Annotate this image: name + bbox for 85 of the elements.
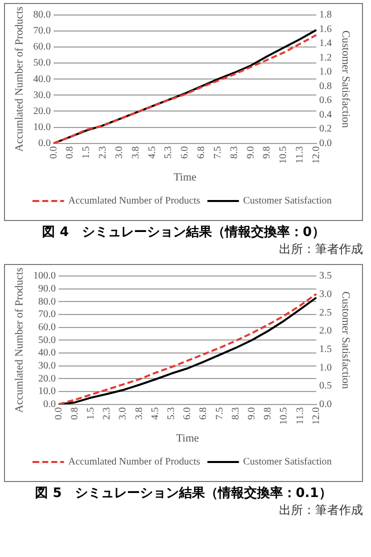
x-tick-label: 8.3 bbox=[228, 146, 240, 159]
x-tick-label: 0.0 bbox=[53, 407, 64, 420]
y2-tick-label: 1.2 bbox=[319, 52, 332, 64]
x-tick-label: 4.5 bbox=[146, 146, 158, 159]
x-tick-label: 12.0 bbox=[310, 407, 322, 425]
y-tick-label: 30.0 bbox=[38, 360, 56, 372]
y2-tick-label: 1.6 bbox=[319, 24, 332, 35]
legend-label: Customer Satisfaction bbox=[243, 196, 332, 207]
y-tick-label: 50.0 bbox=[33, 58, 51, 69]
y2-tick-label: 1.0 bbox=[319, 362, 332, 374]
x-tick-label: 9.0 bbox=[246, 407, 258, 420]
y-tick-label: 20.0 bbox=[38, 373, 56, 384]
y-tick-label: 50.0 bbox=[38, 334, 56, 346]
y2-tick-label: 1.0 bbox=[319, 66, 332, 78]
y2-tick-label: 0.4 bbox=[319, 109, 332, 120]
y-axis-title: Accumlated Number of Products bbox=[13, 268, 26, 413]
y-tick-label: 30.0 bbox=[33, 90, 51, 101]
x-tick-label: 0.8 bbox=[64, 146, 76, 159]
y-tick-label: 100.0 bbox=[33, 270, 56, 282]
x-tick-label: 7.5 bbox=[212, 146, 224, 159]
x-tick-label: 11.3 bbox=[294, 146, 306, 164]
y-tick-label: 40.0 bbox=[33, 74, 51, 85]
x-tick-label: 9.8 bbox=[262, 407, 274, 420]
y2-tick-label: 2.0 bbox=[319, 326, 332, 337]
y2-tick-label: 1.8 bbox=[319, 10, 332, 21]
x-tick-label: 1.5 bbox=[86, 407, 97, 420]
y2-tick-label: 1.4 bbox=[319, 38, 332, 50]
x-tick-label: 10.5 bbox=[278, 407, 290, 425]
y2-tick-label: 0.0 bbox=[319, 398, 332, 410]
y-tick-label: 60.0 bbox=[38, 322, 56, 333]
y-tick-label: 10.0 bbox=[33, 122, 51, 133]
x-tick-label: 7.5 bbox=[214, 407, 226, 420]
x-tick-label: 2.3 bbox=[102, 407, 113, 420]
x-tick-label: 6.0 bbox=[182, 407, 194, 420]
y-tick-label: 20.0 bbox=[33, 106, 51, 117]
x-tick-label: 12.0 bbox=[310, 146, 322, 164]
x-tick-label: 11.3 bbox=[294, 407, 306, 424]
x-tick-label: 5.3 bbox=[166, 407, 178, 420]
x-tick-label: 6.8 bbox=[196, 146, 208, 159]
x-tick-label: 0.8 bbox=[69, 407, 80, 420]
x-tick-label: 3.0 bbox=[118, 407, 129, 420]
y2-tick-label: 2.5 bbox=[319, 307, 332, 318]
y-tick-label: 80.0 bbox=[33, 10, 51, 21]
y-tick-label: 70.0 bbox=[38, 309, 56, 320]
text: 図 5 シミュレーション結果（情報交換率：0.1） bbox=[34, 484, 333, 502]
x-tick-label: 6.8 bbox=[198, 407, 210, 420]
x-tick-label: 2.3 bbox=[98, 146, 109, 159]
y2-tick-label: 3.5 bbox=[319, 270, 332, 282]
y2-tick-label: 1.5 bbox=[319, 344, 332, 355]
x-tick-label: 3.0 bbox=[114, 146, 125, 159]
x-tick-label: 3.8 bbox=[130, 146, 142, 159]
y2-tick-label: 0.0 bbox=[319, 138, 332, 149]
text: 図 4 シミュレーション結果（情報交換率：0） bbox=[41, 224, 326, 241]
legend-label: Accumlated Number of Products bbox=[68, 196, 200, 207]
x-tick-label: 4.5 bbox=[150, 407, 161, 420]
y-tick-label: 60.0 bbox=[33, 42, 51, 53]
x-tick-label: 3.8 bbox=[134, 407, 145, 420]
legend-label: Accumlated Number of Products bbox=[68, 456, 200, 468]
y2-tick-label: 0.2 bbox=[319, 124, 332, 135]
y-tick-label: 80.0 bbox=[38, 296, 56, 308]
y-tick-label: 0.0 bbox=[43, 398, 56, 410]
y2-tick-label: 0.8 bbox=[319, 80, 332, 92]
y2-axis-title: Customer Satisfaction bbox=[340, 291, 352, 390]
text: 出所：筆者作成 bbox=[278, 241, 363, 258]
y-tick-label: 0.0 bbox=[38, 138, 51, 149]
y-axis-title: Accumlated Number of Products bbox=[13, 6, 26, 152]
legend-label: Customer Satisfaction bbox=[243, 456, 332, 468]
x-tick-label: 5.3 bbox=[163, 146, 174, 159]
x-tick-label: 6.0 bbox=[180, 146, 191, 159]
x-tick-label: 8.3 bbox=[230, 407, 242, 420]
y-tick-label: 10.0 bbox=[38, 386, 56, 398]
x-tick-label: 9.8 bbox=[262, 146, 273, 159]
x-tick-label: 1.5 bbox=[81, 146, 92, 159]
y-tick-label: 70.0 bbox=[33, 26, 51, 37]
y-tick-label: 40.0 bbox=[38, 348, 56, 359]
text: 出所：筆者作成 bbox=[278, 502, 363, 519]
y2-tick-label: 3.0 bbox=[319, 288, 332, 300]
y2-axis-title: Customer Satisfaction bbox=[340, 30, 352, 128]
y2-tick-label: 0.6 bbox=[319, 95, 332, 106]
x-axis-title: Time bbox=[176, 432, 200, 444]
y2-tick-label: 0.5 bbox=[319, 380, 332, 392]
x-axis-title: Time bbox=[174, 171, 197, 184]
x-tick-label: 10.5 bbox=[278, 146, 290, 164]
y-tick-label: 90.0 bbox=[38, 283, 56, 294]
x-tick-label: 9.0 bbox=[245, 146, 256, 159]
